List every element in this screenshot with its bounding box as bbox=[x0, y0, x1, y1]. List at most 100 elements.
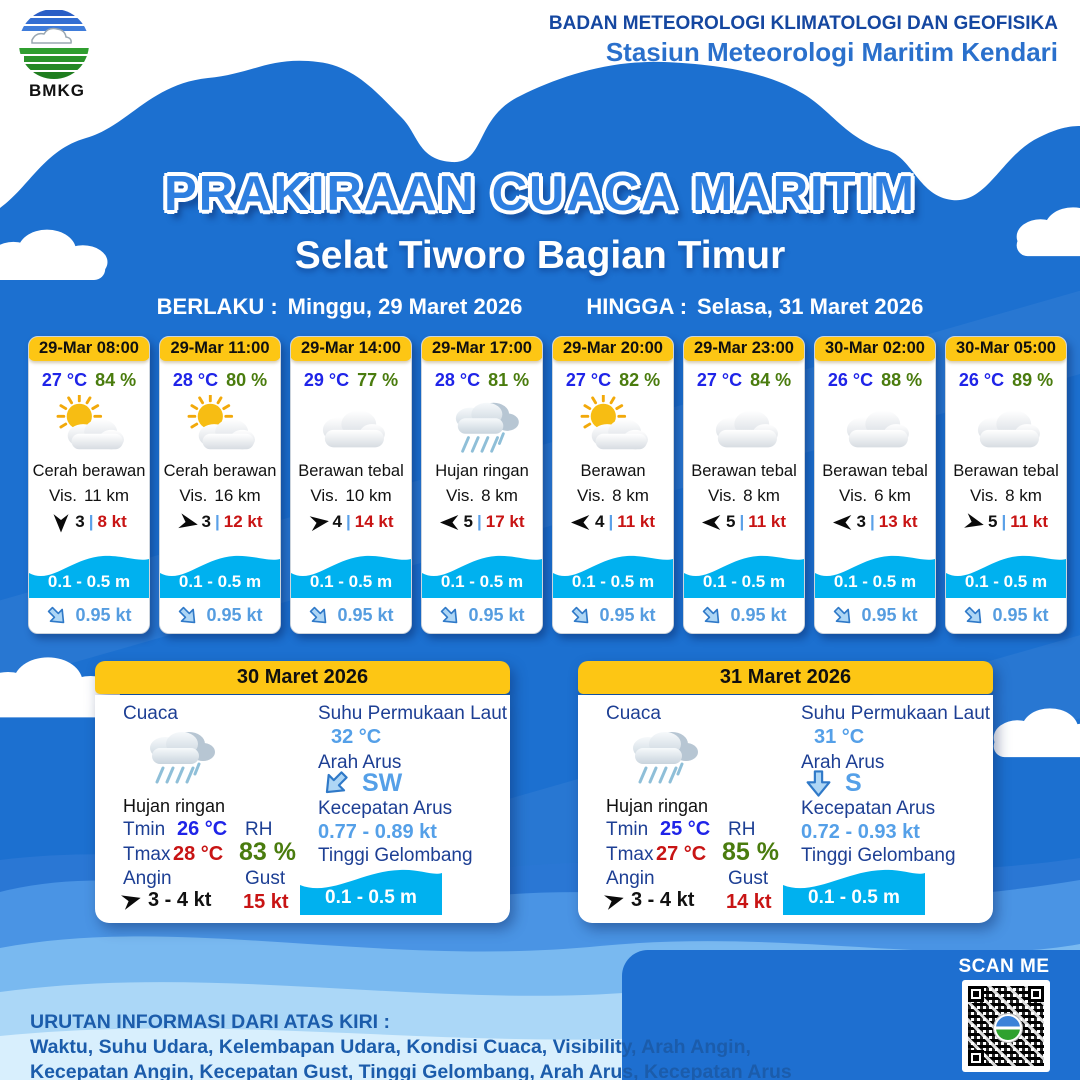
rh-value: 83 % bbox=[239, 838, 296, 866]
berlaku-value: Minggu, 29 Maret 2026 bbox=[287, 294, 523, 319]
relative-humidity: 89 % bbox=[1012, 370, 1054, 390]
wind-gust: 11 kt bbox=[748, 512, 787, 531]
rh-label: RH bbox=[728, 819, 756, 840]
wave-height-band: 0.1 - 0.5 m bbox=[291, 551, 411, 598]
weather-icon-berawan bbox=[553, 394, 673, 458]
agency-name: BADAN METEOROLOGI KLIMATOLOGI DAN GEOFIS… bbox=[548, 13, 1058, 34]
poster-title: PRAKIRAAN CUACA MARITIM bbox=[164, 167, 916, 221]
wind-range: 3 - 4 kt bbox=[631, 889, 695, 911]
air-temperature: 27 °C bbox=[41, 370, 88, 390]
current-speed-label: Kecepatan Arus bbox=[801, 798, 936, 819]
sea-surface-temp-label: Suhu Permukaan Laut bbox=[318, 703, 508, 724]
wind-direction-icon bbox=[53, 512, 70, 532]
weather-condition: Berawan tebal bbox=[953, 462, 1059, 480]
weather-icon-berawan-tebal bbox=[684, 394, 804, 458]
visibility-value: 11 km bbox=[84, 486, 130, 505]
visibility-label: Vis. bbox=[179, 486, 208, 505]
visibility-label: Vis. bbox=[708, 486, 737, 505]
visibility-value: 10 km bbox=[345, 486, 392, 505]
tmin-value: 25 °C bbox=[660, 818, 711, 840]
hourly-forecast-card: 29-Mar 23:00 27 °C 84 % Berawan tebal Vi… bbox=[683, 336, 805, 634]
hourly-forecast-card: 29-Mar 11:00 28 °C 80 % Cerah berawan Vi… bbox=[159, 336, 281, 634]
air-temperature: 26 °C bbox=[958, 370, 1005, 390]
gust-label: Gust bbox=[728, 868, 769, 889]
daily-row: 30 Maret 2026 Cuaca Hujan ringan Tmin 26… bbox=[95, 661, 993, 923]
forecast-time: 30-Mar 02:00 bbox=[815, 337, 935, 361]
air-temperature: 27 °C bbox=[565, 370, 612, 390]
gust-label: Gust bbox=[245, 868, 286, 889]
wave-height: 0.1 - 0.5 m bbox=[325, 887, 417, 908]
wind-speed: 3 bbox=[856, 512, 866, 531]
daily-forecast-card: 30 Maret 2026 Cuaca Hujan ringan Tmin 26… bbox=[95, 661, 510, 923]
daily-weather-icon bbox=[137, 719, 217, 793]
hourly-forecast-card: 30-Mar 02:00 26 °C 88 % Berawan tebal Vi… bbox=[814, 336, 936, 634]
weather-condition: Berawan tebal bbox=[298, 462, 404, 480]
current-direction-icon bbox=[804, 769, 833, 798]
bmkg-logo-text: BMKG bbox=[29, 81, 85, 100]
current-speed: 0.95 kt bbox=[206, 605, 263, 625]
weather-condition: Cerah berawan bbox=[163, 462, 277, 480]
cloud-decoration bbox=[1016, 207, 1080, 257]
current-direction-icon bbox=[42, 600, 73, 631]
weather-icon-cerah-berawan bbox=[160, 394, 280, 458]
current-direction-icon bbox=[435, 600, 466, 631]
forecast-date: 30 Maret 2026 bbox=[95, 661, 510, 694]
sea-surface-temp-value: 31 °C bbox=[814, 726, 865, 748]
gust-value: 14 kt bbox=[726, 891, 772, 913]
separator: | bbox=[345, 512, 351, 531]
wind-direction-icon bbox=[571, 514, 591, 531]
cloud-decoration bbox=[0, 229, 108, 280]
gust-value: 15 kt bbox=[243, 891, 289, 913]
weather-icon-berawan-tebal bbox=[815, 394, 935, 458]
wind-gust: 13 kt bbox=[878, 512, 918, 531]
wind-gust: 14 kt bbox=[354, 512, 394, 531]
wind-speed: 4 bbox=[332, 512, 342, 531]
separator: | bbox=[739, 512, 745, 531]
current-speed: 0.95 kt bbox=[337, 605, 394, 625]
relative-humidity: 84 % bbox=[95, 370, 137, 390]
current-direction: SW bbox=[362, 769, 403, 797]
visibility-label: Vis. bbox=[48, 486, 77, 505]
wind-speed: 5 bbox=[463, 512, 473, 531]
air-temperature: 28 °C bbox=[434, 370, 481, 390]
wind-label: Angin bbox=[606, 868, 655, 889]
qr-code bbox=[962, 980, 1050, 1072]
title-block: PRAKIRAAN CUACA MARITIM Selat Tiworo Bag… bbox=[0, 166, 1080, 320]
relative-humidity: 81 % bbox=[488, 370, 530, 390]
forecast-time: 29-Mar 17:00 bbox=[422, 337, 542, 361]
visibility-value: 8 km bbox=[481, 486, 518, 505]
weather-condition: Berawan tebal bbox=[691, 462, 797, 480]
air-temperature: 27 °C bbox=[696, 370, 743, 390]
wave-height: 0.1 - 0.5 m bbox=[309, 572, 393, 591]
hourly-forecast-card: 29-Mar 14:00 29 °C 77 % Berawan tebal Vi… bbox=[290, 336, 412, 634]
wave-height-label: Tinggi Gelombang bbox=[318, 845, 473, 866]
current-speed: 0.95 kt bbox=[992, 605, 1049, 625]
visibility-label: Vis. bbox=[446, 486, 475, 505]
wave-height-band: 0.1 - 0.5 m bbox=[815, 551, 935, 598]
hourly-forecast-card: 29-Mar 08:00 27 °C 84 % Cerah berawan Vi… bbox=[28, 336, 150, 634]
wind-direction-icon bbox=[833, 514, 853, 531]
rh-label: RH bbox=[245, 819, 273, 840]
relative-humidity: 80 % bbox=[226, 370, 268, 390]
wave-height-band: 0.1 - 0.5 m bbox=[684, 551, 804, 598]
wave-height: 0.1 - 0.5 m bbox=[47, 572, 131, 591]
visibility-value: 8 km bbox=[1005, 486, 1042, 505]
visibility-label: Vis. bbox=[310, 486, 339, 505]
current-direction-icon bbox=[697, 600, 728, 631]
wave-height-band: 0.1 - 0.5 m bbox=[946, 551, 1066, 598]
tmin-value: 26 °C bbox=[177, 818, 228, 840]
current-direction-label: Arah Arus bbox=[801, 752, 885, 773]
visibility-value: 6 km bbox=[874, 486, 911, 505]
bmkg-logo-icon bbox=[19, 9, 89, 79]
wind-direction-icon bbox=[602, 890, 626, 912]
current-direction-icon bbox=[304, 600, 335, 631]
wave-height-box: 0.1 - 0.5 m bbox=[783, 867, 925, 915]
wind-direction-icon bbox=[962, 511, 986, 532]
wind-speed: 5 bbox=[725, 512, 736, 531]
daily-weather-icon bbox=[620, 719, 700, 793]
wind-direction-icon bbox=[307, 512, 329, 532]
visibility-value: 8 km bbox=[612, 486, 649, 505]
relative-humidity: 84 % bbox=[750, 370, 792, 390]
air-temperature: 28 °C bbox=[172, 370, 219, 390]
wave-height: 0.1 - 0.5 m bbox=[178, 572, 262, 591]
